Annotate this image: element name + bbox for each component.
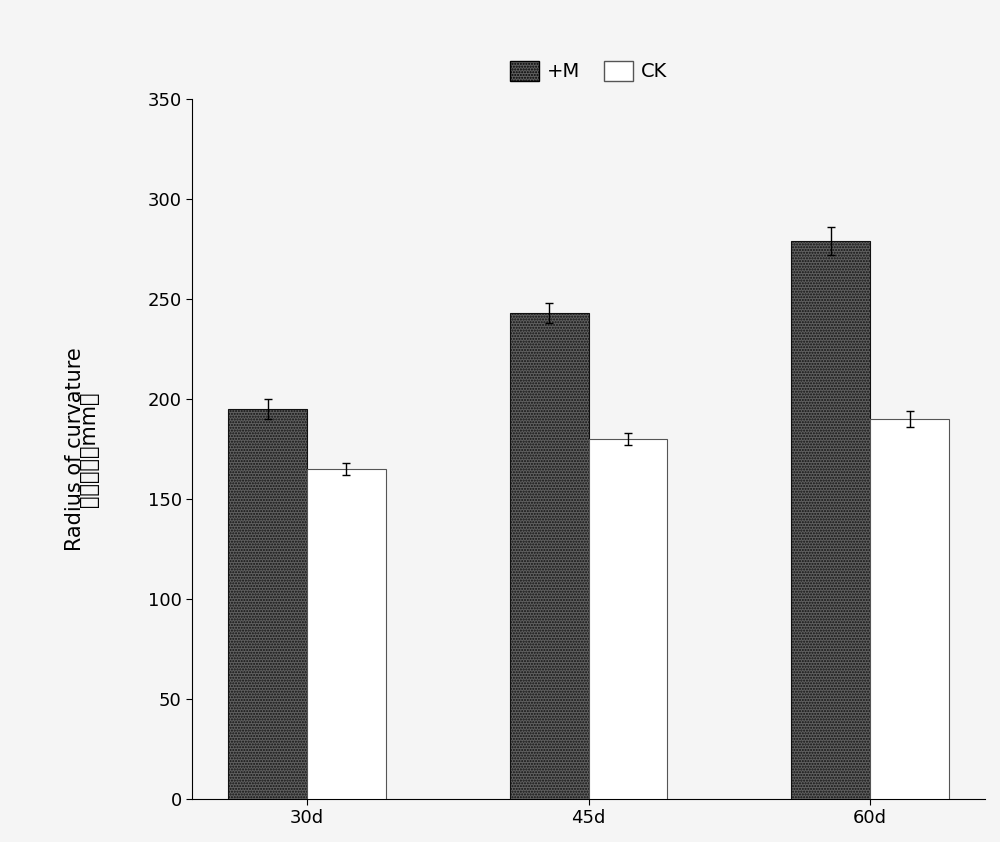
Bar	[791, 241, 870, 798]
Bar	[510, 313, 589, 798]
Bar	[589, 439, 667, 798]
Legend: +M, CK: +M, CK	[502, 53, 675, 89]
Bar	[870, 419, 949, 798]
Text: 曲率半径（mm）: 曲率半径（mm）	[79, 392, 99, 507]
Bar	[307, 469, 386, 798]
Bar	[228, 409, 307, 798]
Y-axis label: Radius of curvature: Radius of curvature	[65, 347, 85, 551]
